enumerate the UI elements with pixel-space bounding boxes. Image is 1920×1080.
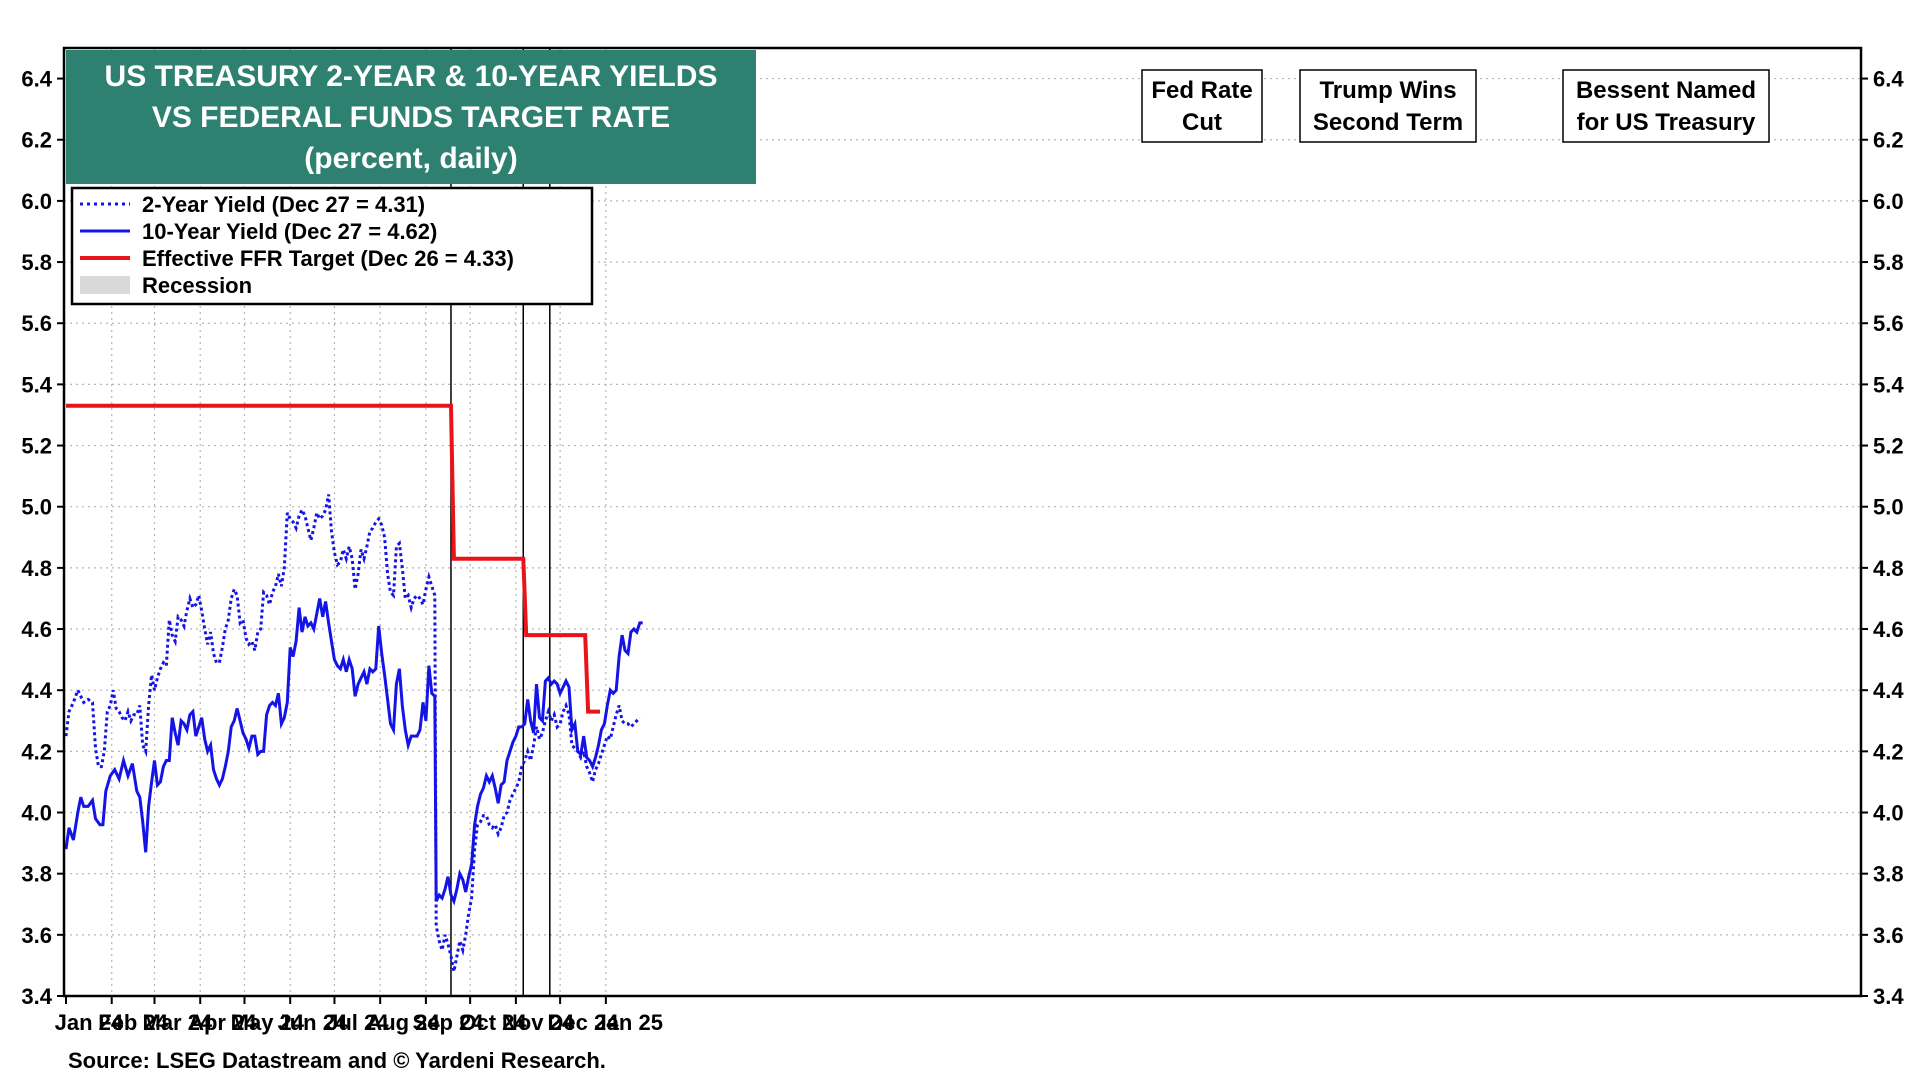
x-tick-label: Jan 24 xyxy=(55,1010,124,1035)
x-tick-label: Jun 24 xyxy=(277,1010,347,1035)
source-note: Source: LSEG Datastream and © Yardeni Re… xyxy=(68,1048,606,1073)
y-tick-label-left: 6.0 xyxy=(21,189,52,214)
two-year-line xyxy=(64,494,641,972)
y-tick-label-left: 3.4 xyxy=(21,984,52,1009)
annotation-text: Bessent Named xyxy=(1576,77,1756,104)
y-tick-label-left: 4.2 xyxy=(21,739,52,764)
y-tick-label-left: 3.6 xyxy=(21,923,52,948)
x-tick-label: Dec 24 xyxy=(548,1010,620,1035)
y-tick-label-left: 5.6 xyxy=(21,311,52,336)
annotation-text: Cut xyxy=(1182,109,1222,136)
y-tick-label-right: 5.6 xyxy=(1873,311,1904,336)
y-tick-label-right: 5.2 xyxy=(1873,434,1904,459)
y-axes: 6.4 6.4 6.2 6.2 6.0 6.0 5.8 5.8 5.6 5.6 5.4 5.4 5.2 5… xyxy=(21,67,1904,1009)
legend-label-10yr: 10-Year Yield (Dec 27 = 4.62) xyxy=(142,219,437,244)
title-line-2: VS FEDERAL FUNDS TARGET RATE xyxy=(152,101,670,134)
legend-swatch-recession xyxy=(80,276,130,294)
y-tick-label-right: 3.8 xyxy=(1873,862,1904,887)
annotation-box xyxy=(1562,69,1770,143)
legend-label-recession: Recession xyxy=(142,273,252,298)
annotation-text: Fed Rate xyxy=(1151,77,1252,104)
annotation-box xyxy=(1141,69,1263,143)
y-tick-label-right: 4.2 xyxy=(1873,739,1904,764)
legend-box xyxy=(70,186,594,306)
y-tick-label-left: 4.8 xyxy=(21,556,52,581)
y-tick-label-right: 6.4 xyxy=(1873,67,1904,92)
y-tick-label-left: 6.4 xyxy=(21,67,52,92)
y-tick-label-left: 5.8 xyxy=(21,250,52,275)
x-tick-label: May 24 xyxy=(231,1010,305,1035)
y-tick-label-right: 5.0 xyxy=(1873,495,1904,520)
ten-year-line xyxy=(64,598,643,906)
y-tick-label-left: 4.6 xyxy=(21,617,52,642)
gridlines xyxy=(64,48,1861,997)
x-tick-label: Jan 25 xyxy=(594,1010,663,1035)
x-tick-label: Mar 24 xyxy=(143,1010,213,1035)
annotation-boxes: Fed Rate Cut Trump Wins Second Term Bessent … xyxy=(1141,69,1770,143)
x-tick-label: Aug 24 xyxy=(366,1010,440,1035)
legend-label-2yr: 2-Year Yield (Dec 27 = 4.31) xyxy=(142,192,425,217)
y-tick-label-right: 4.8 xyxy=(1873,556,1904,581)
x-tick-label: Feb 24 xyxy=(98,1010,168,1035)
y-tick-label-left: 5.0 xyxy=(21,495,52,520)
y-tick-label-left: 5.2 xyxy=(21,434,52,459)
y-tick-label-right: 4.6 xyxy=(1873,617,1904,642)
title-line-1: US TREASURY 2-YEAR & 10-YEAR YIELDS xyxy=(105,60,718,93)
annotation-box xyxy=(1299,69,1477,143)
title-background xyxy=(66,50,756,184)
legend-label-ffr: Effective FFR Target (Dec 26 = 4.33) xyxy=(142,246,514,271)
x-tick-label: Oct 24 xyxy=(459,1010,527,1035)
y-tick-label-left: 4.4 xyxy=(21,678,52,703)
title-box: US TREASURY 2-YEAR & 10-YEAR YIELDS VS F… xyxy=(66,50,756,184)
y-tick-label-right: 6.0 xyxy=(1873,189,1904,214)
legend: 2-Year Yield (Dec 27 = 4.31) 10-Year Yie… xyxy=(70,186,594,306)
annotation-text: Second Term xyxy=(1313,109,1463,136)
x-tick-label: Sep 24 xyxy=(413,1010,485,1035)
y-tick-label-left: 4.0 xyxy=(21,801,52,826)
annotation-text: Trump Wins xyxy=(1319,77,1456,104)
x-tick-label: Jul 24 xyxy=(326,1010,389,1035)
y-tick-label-right: 3.6 xyxy=(1873,923,1904,948)
y-tick-label-right: 4.4 xyxy=(1873,678,1904,703)
y-tick-label-right: 5.4 xyxy=(1873,372,1904,397)
y-tick-label-right: 6.2 xyxy=(1873,128,1904,153)
ffr-line xyxy=(66,403,600,714)
y-tick-label-left: 3.8 xyxy=(21,862,52,887)
x-tick-label: Apr 24 xyxy=(188,1010,257,1035)
title-line-3: (percent, daily) xyxy=(304,142,517,175)
y-tick-label-left: 5.4 xyxy=(21,372,52,397)
y-tick-label-right: 3.4 xyxy=(1873,984,1904,1009)
y-tick-label-right: 5.8 xyxy=(1873,250,1904,275)
y-tick-label-left: 6.2 xyxy=(21,128,52,153)
annotation-text: for US Treasury xyxy=(1577,109,1756,136)
y-tick-label-right: 4.0 xyxy=(1873,801,1904,826)
plot-frame xyxy=(62,46,1863,998)
x-tick-label: Nov 24 xyxy=(502,1010,575,1035)
series-group xyxy=(64,403,643,972)
